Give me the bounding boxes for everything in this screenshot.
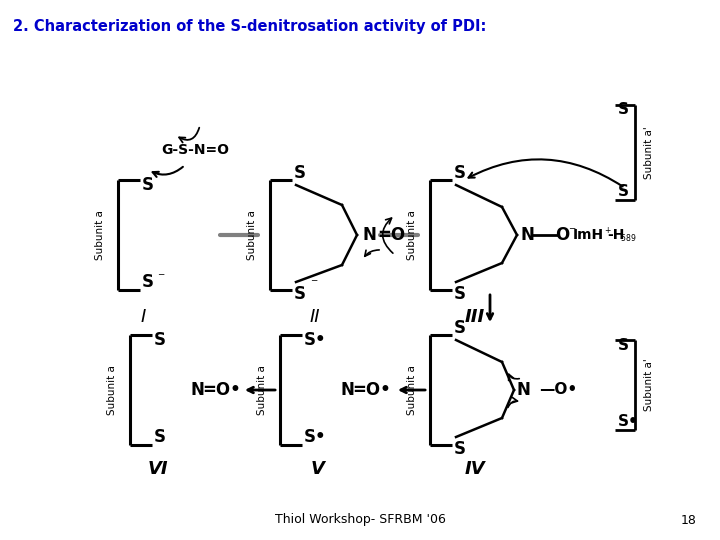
Text: $^-$: $^-$ [567, 226, 577, 239]
Text: N: N [190, 381, 204, 399]
Text: VI: VI [148, 460, 168, 478]
Text: Subunit a: Subunit a [247, 210, 257, 260]
Text: Subunit a: Subunit a [95, 210, 105, 260]
Text: $^-$: $^-$ [156, 172, 166, 185]
Text: Subunit a': Subunit a' [644, 359, 654, 411]
Text: $^-$: $^-$ [156, 272, 166, 285]
Text: Subunit a: Subunit a [407, 210, 417, 260]
Text: III: III [465, 308, 485, 326]
Text: Subunit a': Subunit a' [644, 126, 654, 179]
Text: S•: S• [304, 428, 327, 446]
Text: $^-$: $^-$ [309, 278, 319, 291]
Text: N: N [517, 381, 531, 399]
Text: =O: =O [377, 226, 405, 244]
Text: ImH: ImH [573, 228, 604, 242]
Text: S: S [154, 428, 166, 446]
Text: 2. Characterization of the S-denitrosation activity of PDI:: 2. Characterization of the S-denitrosati… [13, 19, 486, 34]
Text: S: S [142, 273, 154, 291]
Text: S: S [294, 164, 306, 182]
Text: S: S [142, 176, 154, 194]
Text: S•: S• [304, 331, 327, 349]
Text: N: N [362, 226, 376, 244]
Text: II: II [310, 308, 320, 326]
Text: S•: S• [618, 415, 639, 429]
Text: =O•: =O• [202, 381, 240, 399]
Text: —O•: —O• [539, 382, 577, 397]
Text: G-S-N=O: G-S-N=O [161, 143, 229, 157]
Text: V: V [311, 460, 325, 478]
Text: S: S [618, 103, 629, 118]
Text: Subunit a: Subunit a [407, 365, 417, 415]
Text: I: I [140, 308, 145, 326]
Text: -H: -H [607, 228, 624, 242]
Text: Thiol Workshop- SFRBM '06: Thiol Workshop- SFRBM '06 [274, 514, 446, 526]
Text: S: S [454, 164, 466, 182]
Text: O: O [555, 226, 570, 244]
Text: IV: IV [464, 460, 485, 478]
Text: S: S [454, 285, 466, 303]
Text: S: S [618, 185, 629, 199]
Text: $^+$: $^+$ [603, 226, 612, 236]
Text: N: N [520, 226, 534, 244]
Text: S: S [294, 285, 306, 303]
Text: 18: 18 [681, 514, 697, 526]
Text: S: S [454, 319, 466, 337]
Text: S: S [154, 331, 166, 349]
Text: Subunit a: Subunit a [257, 365, 267, 415]
Text: S: S [618, 338, 629, 353]
Text: Subunit a: Subunit a [107, 365, 117, 415]
Text: N: N [340, 381, 354, 399]
Text: S: S [454, 440, 466, 458]
Text: $_{589}$: $_{589}$ [620, 233, 636, 245]
Text: =O•: =O• [352, 381, 391, 399]
